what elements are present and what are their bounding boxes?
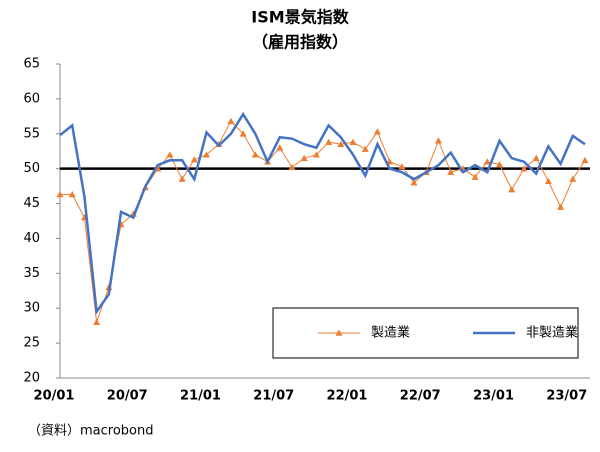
point-marker	[300, 154, 308, 161]
point-marker	[337, 140, 345, 148]
x-tick-label: 22/07	[400, 389, 441, 404]
point-marker	[56, 190, 64, 198]
point-marker	[569, 175, 577, 182]
x-tick-label: 21/07	[253, 389, 294, 404]
point-marker	[373, 128, 381, 135]
y-tick-label: 35	[23, 266, 40, 281]
chart-subtitle: （雇用指数）	[252, 33, 348, 52]
y-tick-label: 20	[23, 371, 40, 386]
point-marker	[166, 151, 174, 158]
x-tick-label: 23/07	[546, 389, 587, 404]
point-marker	[434, 137, 442, 144]
point-marker	[178, 175, 186, 182]
y-tick-label: 55	[23, 126, 40, 141]
x-tick-label: 20/01	[34, 389, 75, 404]
series-line	[59, 111, 586, 316]
point-marker	[251, 151, 259, 158]
y-tick-label: 50	[23, 161, 40, 176]
x-tick-label: 21/01	[180, 389, 221, 404]
point-marker	[557, 203, 565, 210]
legend-label: 非製造業	[526, 325, 578, 341]
y-tick-label: 25	[23, 336, 40, 351]
x-tick-label: 22/01	[327, 389, 368, 404]
point-marker	[483, 158, 491, 165]
point-marker	[239, 130, 247, 137]
chart-title: ISM景気指数	[251, 8, 349, 27]
point-marker	[312, 151, 320, 158]
x-tick-label: 20/07	[107, 389, 148, 404]
point-marker	[447, 168, 455, 175]
y-tick-label: 30	[23, 301, 40, 316]
point-marker	[410, 179, 418, 186]
source-note: （資料）macrobond	[28, 424, 154, 439]
legend-marker	[335, 329, 343, 336]
point-marker	[227, 117, 235, 125]
point-marker	[581, 156, 589, 164]
point-marker	[471, 173, 479, 180]
point-marker	[520, 165, 528, 172]
x-tick-label: 23/01	[473, 389, 514, 404]
point-marker	[349, 138, 357, 145]
point-marker	[544, 177, 552, 185]
legend-label: 製造業	[371, 325, 410, 341]
point-marker	[398, 163, 406, 170]
point-marker	[508, 186, 516, 193]
y-tick-label: 40	[23, 231, 40, 246]
point-marker	[288, 163, 296, 171]
point-marker	[532, 154, 540, 161]
point-marker	[93, 318, 101, 325]
point-marker	[68, 190, 76, 198]
point-marker	[276, 144, 284, 151]
y-tick-label: 65	[23, 57, 40, 72]
y-tick-label: 45	[23, 196, 40, 211]
y-tick-label: 60	[23, 91, 40, 106]
point-marker	[203, 151, 211, 158]
point-marker	[361, 145, 369, 152]
point-marker	[496, 160, 504, 168]
point-marker	[325, 138, 333, 145]
point-marker	[190, 156, 198, 163]
